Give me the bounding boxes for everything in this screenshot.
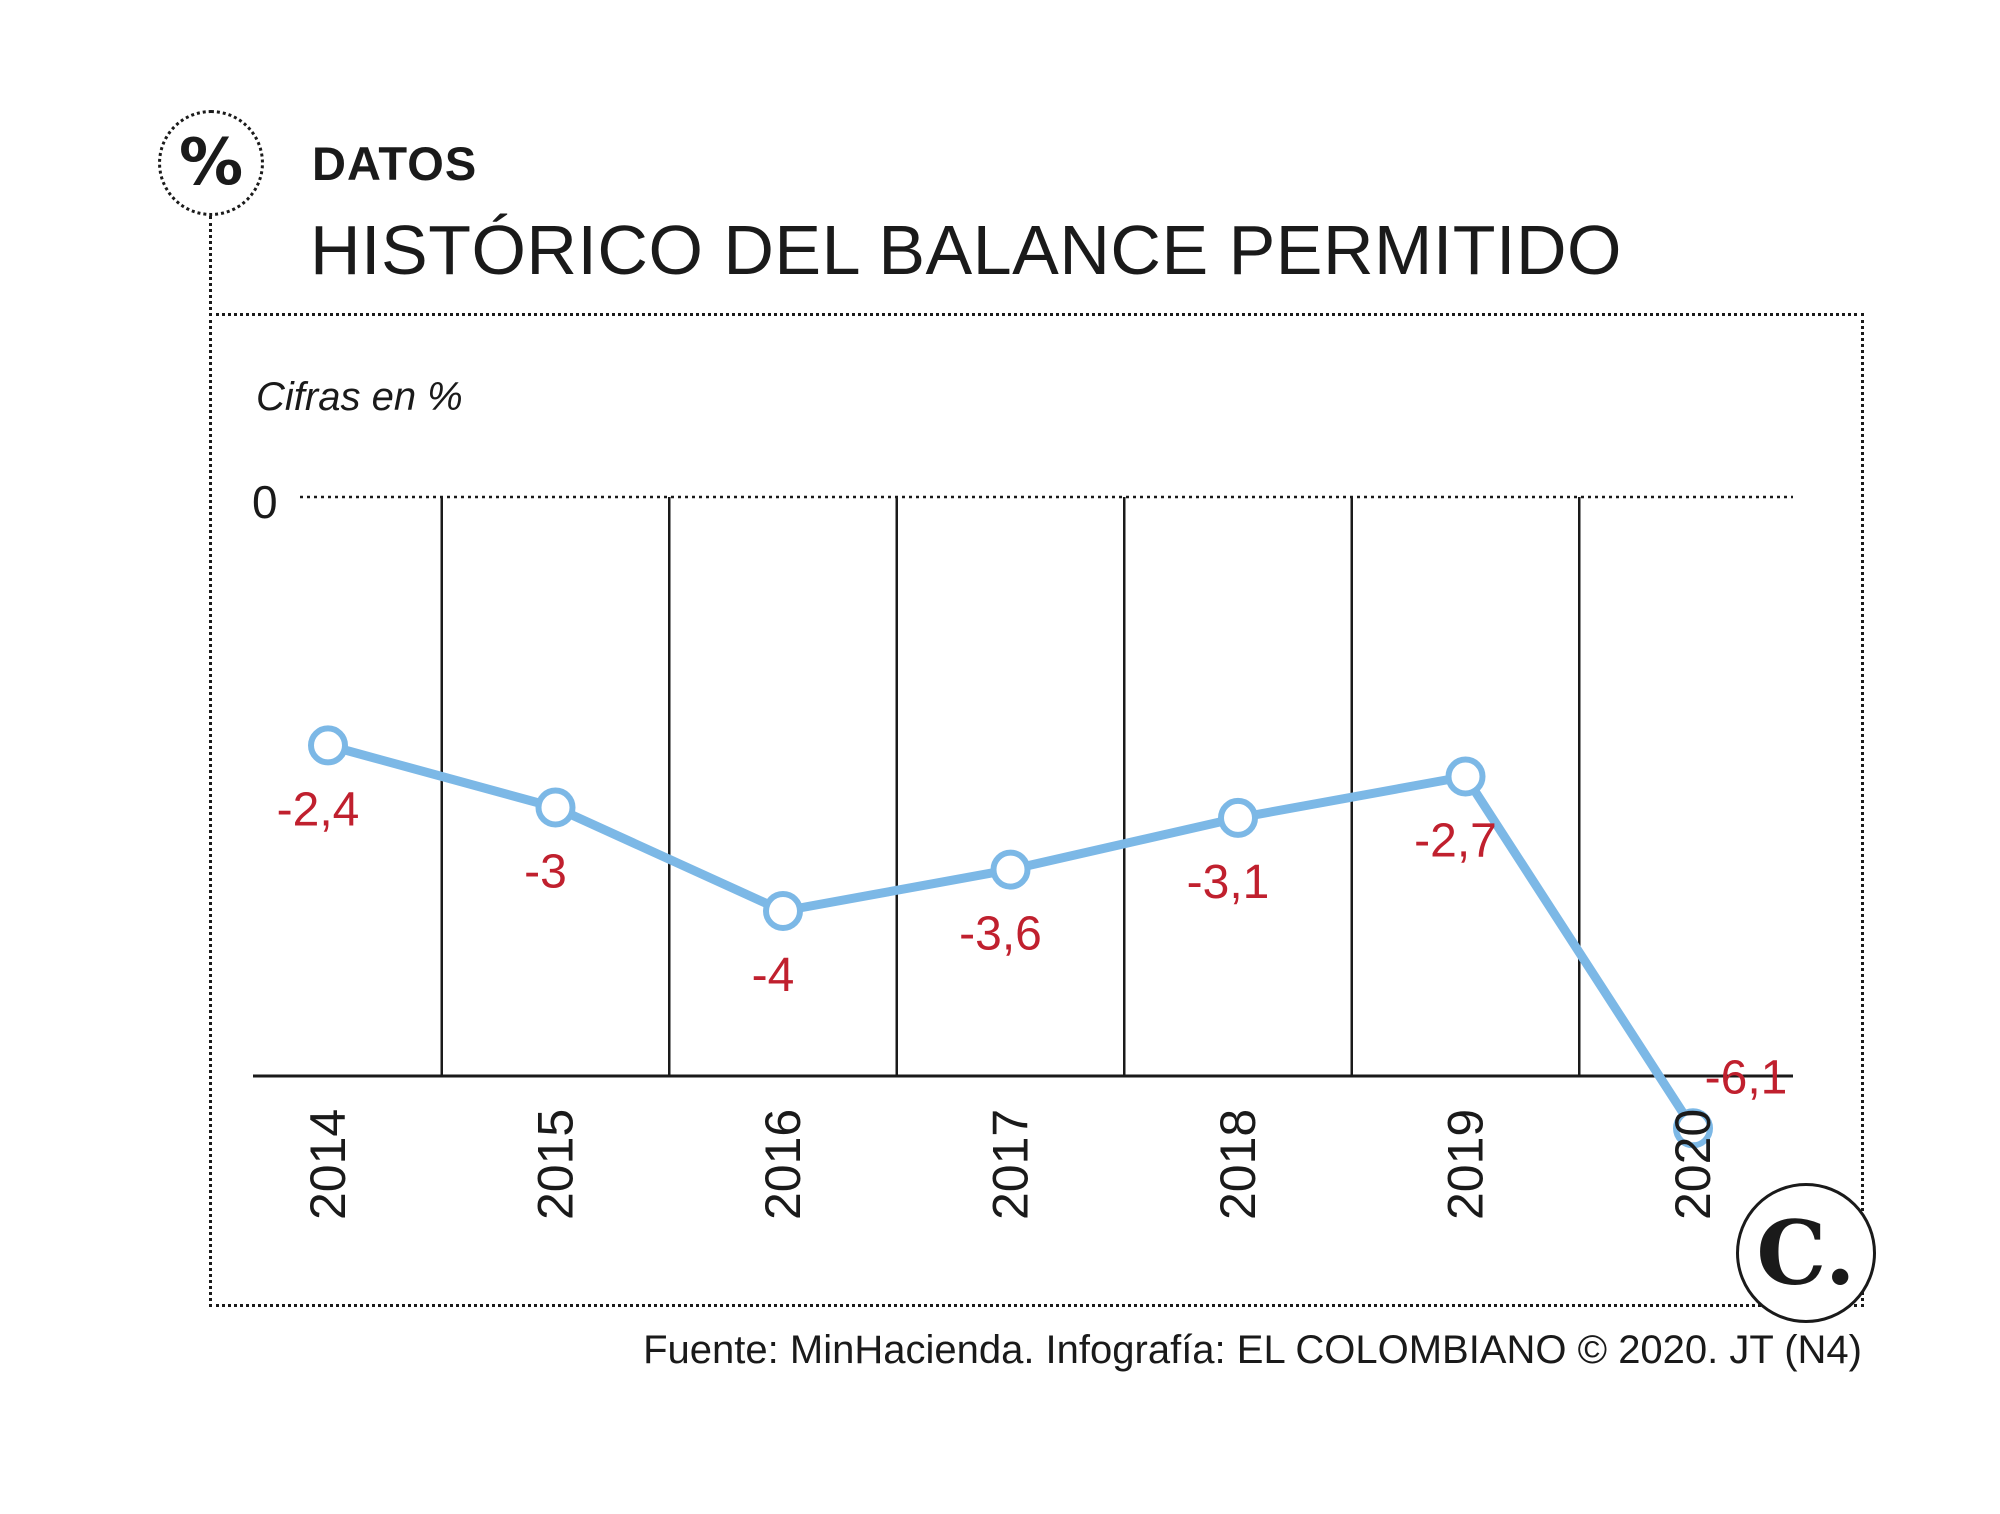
data-point-marker xyxy=(990,849,1031,890)
x-tick-label: 2018 xyxy=(1210,1109,1266,1220)
el-colombiano-logo: C. xyxy=(1736,1183,1876,1323)
data-point-marker xyxy=(1673,1108,1713,1149)
value-label: -2,7 xyxy=(1414,814,1497,867)
logo-letter: C. xyxy=(1756,1201,1856,1305)
percent-badge-icon: % xyxy=(158,110,264,216)
source-credit: Fuente: MinHacienda. Infografía: EL COLO… xyxy=(643,1328,1862,1372)
value-label: -3,6 xyxy=(959,908,1042,961)
value-label: -4 xyxy=(752,949,795,1002)
data-point-marker xyxy=(1445,756,1486,797)
data-point-marker xyxy=(308,725,348,766)
x-tick-label: 2020 xyxy=(1665,1109,1721,1220)
value-label: -2,4 xyxy=(277,783,360,836)
year-separators xyxy=(440,497,1581,1076)
data-point-marker xyxy=(535,787,576,828)
section-kicker: DATOS xyxy=(312,137,478,190)
value-label: -3 xyxy=(524,846,567,899)
data-point-marker xyxy=(1218,797,1258,838)
dotted-connector xyxy=(209,216,212,316)
x-tick-labels: 2014 2015 2016 2017 2018 2019 2020 xyxy=(300,1109,1721,1220)
value-label: -6,1 xyxy=(1705,1051,1788,1104)
data-points xyxy=(308,725,1713,1149)
x-tick-label: 2019 xyxy=(1438,1109,1494,1220)
x-tick-label: 2015 xyxy=(528,1109,584,1220)
x-tick-label: 2017 xyxy=(983,1109,1039,1220)
chart-title: HISTÓRICO DEL BALANCE PERMITIDO xyxy=(310,211,1623,289)
chart-frame xyxy=(209,313,1864,1307)
x-tick-label: 2016 xyxy=(755,1109,811,1220)
value-label: -3,1 xyxy=(1187,856,1270,909)
value-labels: -2,4 -3 -4 -3,6 -3,1 -2,7 -6,1 xyxy=(277,783,1788,1104)
percent-symbol: % xyxy=(178,126,244,200)
data-point-marker xyxy=(763,891,803,931)
y-tick-label-zero: 0 xyxy=(252,476,278,528)
x-tick-label: 2014 xyxy=(300,1109,356,1220)
unit-label: Cifras en % xyxy=(256,375,463,419)
